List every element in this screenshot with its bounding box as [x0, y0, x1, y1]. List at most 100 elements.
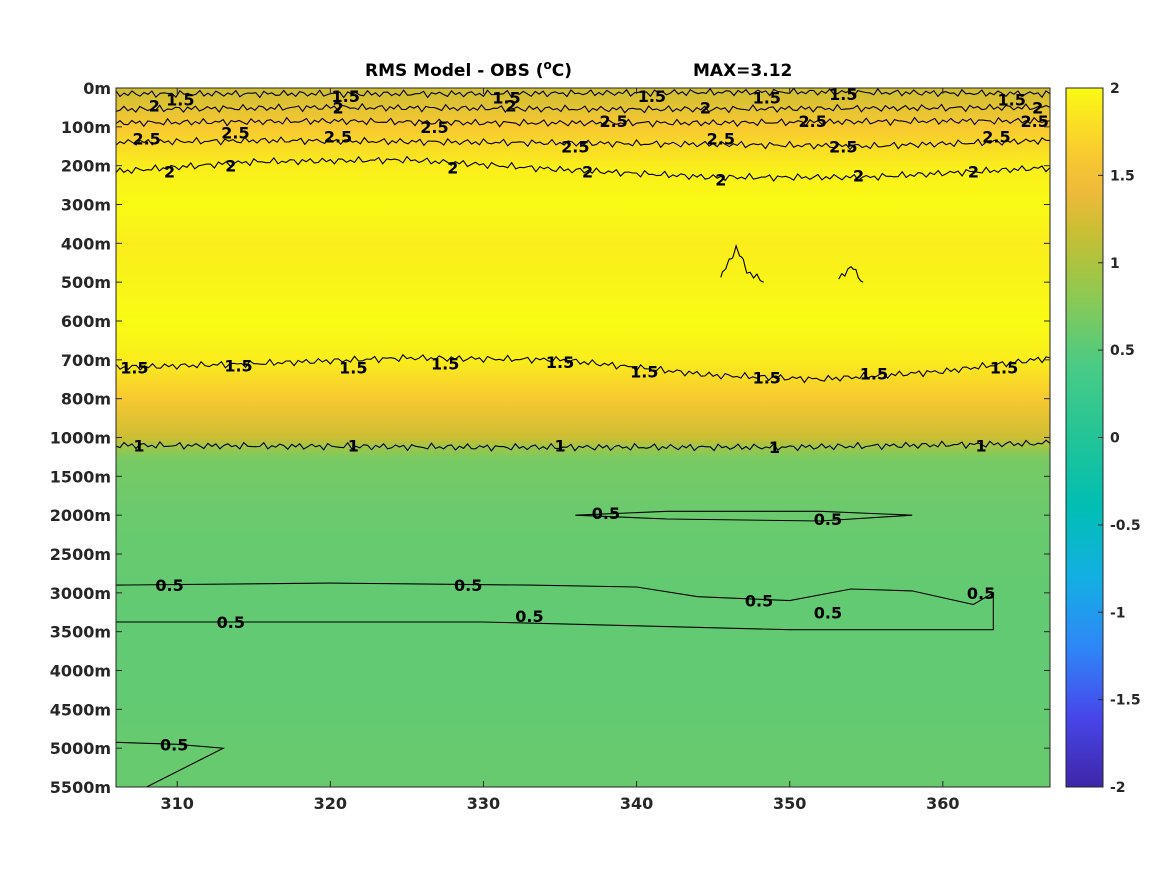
- contour-label: 1.5: [753, 368, 781, 387]
- y-tick-label: 3000m: [50, 584, 111, 603]
- contour-label: 2: [505, 96, 516, 115]
- contour-label: 0.5: [515, 607, 543, 626]
- contour-line: [116, 582, 994, 631]
- contour-label: 2.5: [599, 112, 627, 131]
- contour-label: 2: [853, 166, 864, 185]
- y-tick-label: 600m: [61, 312, 111, 331]
- colorbar-tick-label: 2: [1110, 81, 1120, 97]
- y-tick-label: 400m: [61, 234, 111, 253]
- colorbar-tick-label: 1: [1110, 256, 1120, 272]
- colorbar-bar: [1065, 87, 1104, 788]
- y-tick-label: 0m: [83, 79, 111, 98]
- contour-label: 1.5: [753, 89, 781, 108]
- contour-line: [116, 102, 1050, 114]
- contour-label: 1.5: [860, 364, 888, 383]
- y-tick-label: 500m: [61, 273, 111, 292]
- contour-label: 1.5: [166, 91, 194, 110]
- contour-line: [575, 510, 913, 522]
- contour-label: 2: [225, 157, 236, 176]
- y-tick-label: 1500m: [50, 467, 111, 486]
- y-tick-label: 5000m: [50, 739, 111, 758]
- contour-label: 1.5: [990, 359, 1018, 378]
- contour-label: 2.5: [221, 124, 249, 143]
- contour-label: 1.5: [332, 87, 360, 106]
- contour-label: 1.5: [339, 359, 367, 378]
- contour-line: [116, 116, 1050, 128]
- colorbar-tick-label: 1.5: [1110, 168, 1135, 184]
- contour-label: 1: [554, 436, 565, 455]
- contour-label: 2.5: [420, 118, 448, 137]
- contour-line: [116, 439, 1050, 452]
- contour-label: 2: [968, 162, 979, 181]
- y-tick-label: 4500m: [50, 700, 111, 719]
- colorbar-ticks: 2 1.5 1 0.5 0 -0.5 -1 -1.5 -2: [1098, 81, 1141, 796]
- contour-label: 2: [700, 98, 711, 117]
- x-tick-label: 350: [773, 794, 806, 813]
- contour-label: 2: [149, 96, 160, 115]
- contour-label: 2: [1032, 98, 1043, 117]
- contour-label: 1: [348, 436, 359, 455]
- colorbar-tick-label: -2: [1110, 780, 1126, 796]
- x-tick-label: 360: [926, 794, 959, 813]
- y-tick-label: 5500m: [50, 778, 111, 797]
- max-label: MAX=3.12: [693, 61, 792, 81]
- colorbar-tick-label: -1.5: [1110, 693, 1141, 709]
- contour-label: 0.5: [967, 584, 995, 603]
- contour-label: 1: [133, 436, 144, 455]
- contour-label: 2: [715, 170, 726, 189]
- contour-label: 2.5: [707, 129, 735, 148]
- contour-line: [720, 244, 764, 283]
- contour-label: 0.5: [814, 510, 842, 529]
- contour-layer: [116, 88, 1050, 787]
- y-tick-label: 2000m: [50, 506, 111, 525]
- contour-label: 1.5: [829, 85, 857, 104]
- chart-title: RMS Model - OBS (oC): [365, 58, 572, 81]
- contour-label: 2.5: [561, 137, 589, 156]
- contour-label-layer: 1.521.521.521.521.5 1.5 1.5 22.5 2.5 2.52.5 2.…: [120, 85, 1049, 754]
- y-axis: 0m 100m 200m 300m 400m 500m 600m 700m 800m 1000m 1…: [50, 79, 1050, 797]
- colorbar: 2 1.5 1 0.5 0 -0.5 -1 -1.5 -2: [1065, 81, 1141, 796]
- contour-label: 2.5: [324, 128, 352, 147]
- contour-label: 1: [769, 438, 780, 457]
- y-tick-label: 200m: [61, 157, 111, 176]
- contour-label: 0.5: [454, 576, 482, 595]
- contour-label: 0.5: [217, 613, 245, 632]
- x-axis: 310 320 330 340 350 360: [161, 88, 960, 813]
- contour-label: 2.5: [982, 128, 1010, 147]
- contour-label: 1: [976, 436, 987, 455]
- contour-label: 0.5: [160, 735, 188, 754]
- contour-label: 0.5: [155, 576, 183, 595]
- colorbar-tick-label: -1: [1110, 605, 1126, 621]
- y-tick-label: 700m: [61, 351, 111, 370]
- contour-line: [838, 265, 864, 283]
- y-tick-label: 300m: [61, 196, 111, 215]
- y-tick-label: 800m: [61, 390, 111, 409]
- contour-label: 0.5: [745, 592, 773, 611]
- y-tick-label: 1000m: [50, 429, 111, 448]
- contour-line: [116, 88, 1050, 99]
- contour-label: 1.5: [630, 362, 658, 381]
- x-tick-label: 330: [467, 794, 500, 813]
- contour-label: 1.5: [638, 87, 666, 106]
- contour-line: [116, 136, 1050, 151]
- contour-label: 2.5: [799, 112, 827, 131]
- x-tick-label: 320: [314, 794, 347, 813]
- contour-label: 1.5: [431, 355, 459, 374]
- contour-label: 0.5: [814, 603, 842, 622]
- contour-label: 1.5: [224, 357, 252, 376]
- y-tick-label: 100m: [61, 118, 111, 137]
- contour-label: 1.5: [546, 353, 574, 372]
- colorbar-tick-label: 0: [1110, 431, 1120, 447]
- contour-label: 1.5: [492, 89, 520, 108]
- contour-line: [116, 353, 1050, 384]
- colorbar-tick-label: -0.5: [1110, 518, 1141, 534]
- y-tick-label: 4000m: [50, 662, 111, 681]
- contour-label: 1.5: [998, 91, 1026, 110]
- contour-label: 2.5: [132, 129, 160, 148]
- contour-label: 2: [332, 98, 343, 117]
- contour-label: 1.5: [120, 359, 148, 378]
- contour-label: 2: [447, 159, 458, 178]
- y-tick-label: 2500m: [50, 545, 111, 564]
